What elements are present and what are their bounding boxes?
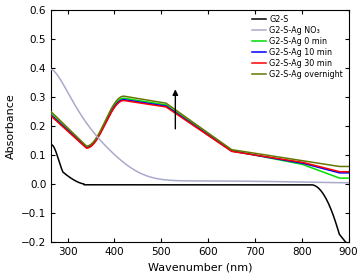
G2-S-Ag overnight bbox=[186, 117, 190, 120]
G2-S-Ag 10 min bbox=[122, 98, 126, 101]
G2-S-Ag overnight bbox=[338, 165, 343, 168]
G2-S-Ag 0 min bbox=[283, 159, 288, 163]
G2-S-Ag 0 min bbox=[64, 126, 68, 130]
G2-S bbox=[64, 173, 68, 177]
G2-S-Ag NO₃ bbox=[49, 68, 54, 71]
G2-S-Ag 30 min bbox=[194, 126, 198, 129]
G2-S-Ag 10 min bbox=[347, 171, 351, 175]
G2-S-Ag overnight bbox=[194, 123, 198, 126]
G2-S-Ag NO₃ bbox=[283, 180, 288, 183]
G2-S-Ag 30 min bbox=[283, 158, 288, 161]
G2-S bbox=[338, 234, 342, 237]
G2-S-Ag NO₃ bbox=[338, 181, 342, 184]
Line: G2-S-Ag overnight: G2-S-Ag overnight bbox=[51, 96, 349, 167]
G2-S-Ag 30 min bbox=[338, 170, 343, 173]
Line: G2-S-Ag 30 min: G2-S-Ag 30 min bbox=[51, 101, 349, 172]
G2-S-Ag 0 min bbox=[338, 177, 342, 180]
G2-S-Ag overnight bbox=[283, 157, 288, 160]
G2-S-Ag 0 min bbox=[186, 119, 190, 122]
G2-S-Ag overnight bbox=[338, 165, 342, 168]
G2-S bbox=[338, 233, 342, 237]
Line: G2-S: G2-S bbox=[51, 145, 349, 246]
Line: G2-S-Ag NO₃: G2-S-Ag NO₃ bbox=[51, 70, 349, 183]
G2-S-Ag 30 min bbox=[186, 120, 190, 124]
G2-S-Ag NO₃ bbox=[49, 68, 54, 71]
G2-S-Ag 10 min bbox=[194, 125, 198, 128]
Line: G2-S-Ag 0 min: G2-S-Ag 0 min bbox=[51, 98, 349, 178]
G2-S-Ag 0 min bbox=[338, 177, 343, 180]
G2-S-Ag NO₃ bbox=[186, 179, 190, 183]
G2-S-Ag 0 min bbox=[49, 113, 54, 116]
G2-S-Ag 30 min bbox=[122, 99, 126, 102]
G2-S-Ag NO₃ bbox=[194, 179, 198, 183]
G2-S bbox=[194, 183, 198, 187]
G2-S-Ag overnight bbox=[122, 95, 126, 98]
G2-S-Ag NO₃ bbox=[338, 181, 342, 184]
G2-S-Ag 0 min bbox=[194, 124, 198, 127]
G2-S-Ag NO₃ bbox=[64, 88, 69, 92]
Line: G2-S-Ag 10 min: G2-S-Ag 10 min bbox=[51, 100, 349, 173]
G2-S-Ag 10 min bbox=[283, 158, 288, 162]
G2-S-Ag 10 min bbox=[338, 171, 343, 175]
G2-S bbox=[283, 183, 288, 187]
G2-S-Ag 30 min bbox=[337, 170, 341, 173]
G2-S bbox=[186, 183, 190, 187]
G2-S bbox=[49, 143, 54, 146]
G2-S-Ag 0 min bbox=[337, 177, 341, 180]
G2-S-Ag overnight bbox=[337, 165, 341, 168]
G2-S bbox=[347, 244, 351, 247]
G2-S-Ag 0 min bbox=[347, 177, 351, 180]
Legend: G2-S, G2-S-Ag NO₃, G2-S-Ag 0 min, G2-S-Ag 10 min, G2-S-Ag 30 min, G2-S-Ag overni: G2-S, G2-S-Ag NO₃, G2-S-Ag 0 min, G2-S-A… bbox=[250, 14, 345, 81]
G2-S-Ag overnight bbox=[64, 125, 68, 128]
G2-S-Ag overnight bbox=[347, 165, 351, 168]
G2-S-Ag 30 min bbox=[64, 128, 68, 132]
G2-S-Ag NO₃ bbox=[347, 181, 351, 185]
G2-S-Ag 10 min bbox=[49, 114, 54, 117]
G2-S-Ag 0 min bbox=[122, 96, 126, 100]
Y-axis label: Absorbance: Absorbance bbox=[5, 93, 16, 159]
X-axis label: Wavenumber (nm): Wavenumber (nm) bbox=[148, 262, 252, 272]
G2-S-Ag 30 min bbox=[49, 115, 54, 118]
G2-S-Ag 10 min bbox=[186, 120, 190, 123]
G2-S-Ag 30 min bbox=[338, 170, 342, 173]
G2-S-Ag 10 min bbox=[338, 171, 342, 175]
G2-S-Ag 30 min bbox=[347, 170, 351, 173]
G2-S-Ag 10 min bbox=[337, 171, 341, 175]
G2-S-Ag overnight bbox=[49, 110, 54, 113]
G2-S-Ag 10 min bbox=[64, 128, 68, 131]
